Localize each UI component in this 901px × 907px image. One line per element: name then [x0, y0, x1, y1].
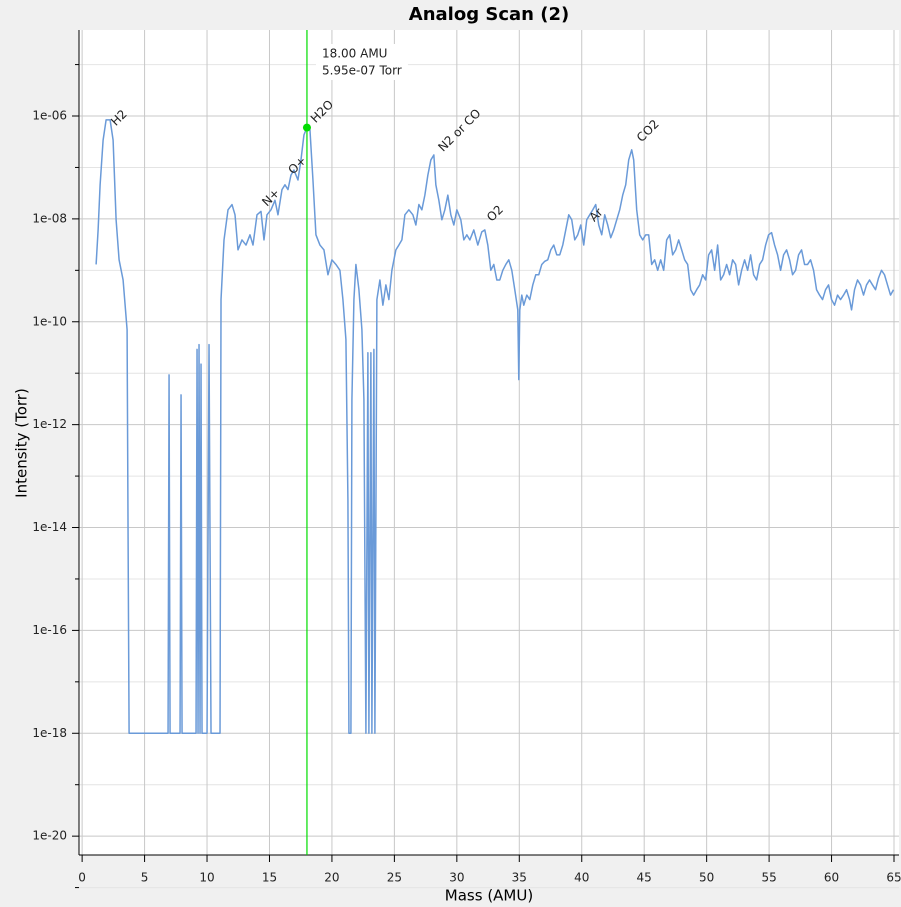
y-tick-label: 1e-06 [32, 109, 67, 123]
x-tick-label: 35 [512, 871, 527, 885]
x-tick-label: 5 [141, 871, 149, 885]
x-tick-label: 45 [637, 871, 652, 885]
x-tick-label: 40 [574, 871, 589, 885]
y-tick-label: 1e-20 [32, 829, 67, 843]
y-axis-label: Intensity (Torr) [13, 388, 31, 498]
x-tick-label: 20 [324, 871, 339, 885]
x-tick-label: 30 [449, 871, 464, 885]
cursor-point [302, 123, 311, 132]
y-tick-label: 1e-12 [32, 417, 67, 431]
cursor-x-text: 18.00 AMU [322, 47, 388, 61]
x-axis-label: Mass (AMU) [445, 887, 533, 905]
x-tick-label: 65 [886, 871, 901, 885]
y-tick-label: 1e-18 [32, 726, 67, 740]
spectrum-line [95, 119, 895, 735]
y-tick-label: 1e-10 [32, 314, 67, 328]
y-tick-label: 1e-08 [32, 211, 67, 225]
cursor-tooltip-bg [315, 44, 408, 80]
x-tick-label: 10 [199, 871, 214, 885]
chart-title: Analog Scan (2) [409, 4, 569, 25]
x-tick-label: 0 [78, 871, 86, 885]
y-tick-label: 1e-16 [32, 623, 67, 637]
cursor-y-text: 5.95e-07 Torr [322, 64, 402, 78]
x-tick-label: 25 [387, 871, 402, 885]
x-tick-label: 15 [262, 871, 277, 885]
x-tick-label: 60 [824, 871, 839, 885]
y-tick-label: 1e-14 [32, 520, 67, 534]
x-tick-label: 50 [699, 871, 714, 885]
x-tick-label: 55 [761, 871, 776, 885]
